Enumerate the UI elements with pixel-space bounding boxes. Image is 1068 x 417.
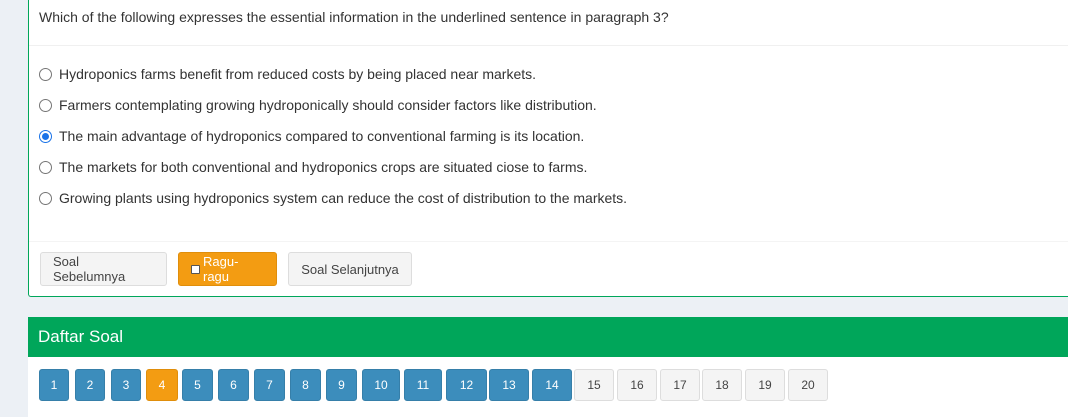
previous-question-button[interactable]: Soal Sebelumnya <box>40 252 167 286</box>
previous-question-label: Soal Sebelumnya <box>53 254 126 284</box>
question-number-button-current[interactable]: 4 <box>146 369 178 401</box>
divider <box>29 45 1068 46</box>
doubt-label: Ragu-ragu <box>203 254 239 284</box>
checkbox-icon <box>191 264 200 274</box>
question-number-button[interactable]: 20 <box>788 369 828 401</box>
question-number-button[interactable]: 11 <box>404 369 442 401</box>
question-number-button[interactable]: 19 <box>745 369 785 401</box>
answer-option-3[interactable]: The main advantage of hydroponics compar… <box>39 126 584 146</box>
question-text: Which of the following expresses the ess… <box>39 9 669 25</box>
question-number-button[interactable]: 5 <box>182 369 213 401</box>
question-number-button[interactable]: 12 <box>446 369 487 401</box>
question-number-button[interactable]: 18 <box>702 369 742 401</box>
question-number-button[interactable]: 10 <box>362 369 400 401</box>
question-number-button[interactable]: 1 <box>39 369 69 401</box>
question-number-button[interactable]: 17 <box>660 369 700 401</box>
answer-option-4[interactable]: The markets for both conventional and hy… <box>39 157 587 177</box>
question-number-button[interactable]: 8 <box>290 369 321 401</box>
answer-option-label: The main advantage of hydroponics compar… <box>59 128 585 144</box>
question-list-panel: 1 2 3 4 5 6 7 8 9 10 11 12 13 14 15 16 1… <box>28 357 1068 417</box>
question-number-button[interactable]: 7 <box>254 369 285 401</box>
answer-option-label: Hydroponics farms benefit from reduced c… <box>59 66 537 82</box>
radio-button-4[interactable] <box>39 160 52 174</box>
answer-option-label: The markets for both conventional and hy… <box>59 159 588 175</box>
answer-option-2[interactable]: Farmers contemplating growing hydroponic… <box>39 95 597 115</box>
answer-option-label: Growing plants using hydroponics system … <box>59 190 628 206</box>
divider <box>29 241 1068 242</box>
radio-button-5[interactable] <box>39 191 52 205</box>
next-question-label: Soal Selanjutnya <box>301 261 399 277</box>
question-number-button[interactable]: 13 <box>489 369 529 401</box>
radio-button-1[interactable] <box>39 67 52 81</box>
question-number-button[interactable]: 9 <box>326 369 357 401</box>
question-number-button[interactable]: 2 <box>75 369 105 401</box>
question-number-button[interactable]: 14 <box>532 369 572 401</box>
question-number-button[interactable]: 16 <box>617 369 657 401</box>
doubt-toggle-button[interactable]: Ragu-ragu <box>178 252 277 286</box>
radio-button-3[interactable] <box>39 129 52 143</box>
answer-option-5[interactable]: Growing plants using hydroponics system … <box>39 188 627 208</box>
question-number-button[interactable]: 15 <box>574 369 614 401</box>
question-list-header: Daftar Soal <box>28 317 1068 357</box>
answer-option-1[interactable]: Hydroponics farms benefit from reduced c… <box>39 64 536 84</box>
question-panel: Which of the following expresses the ess… <box>28 0 1068 297</box>
question-number-button[interactable]: 3 <box>111 369 141 401</box>
question-list-title: Daftar Soal <box>38 327 124 346</box>
question-number-button[interactable]: 6 <box>218 369 249 401</box>
radio-button-2[interactable] <box>39 98 52 112</box>
next-question-button[interactable]: Soal Selanjutnya <box>288 252 412 286</box>
answer-option-label: Farmers contemplating growing hydroponic… <box>59 97 597 113</box>
